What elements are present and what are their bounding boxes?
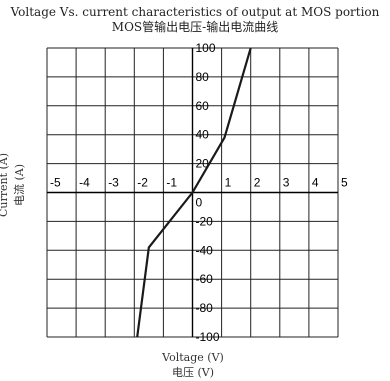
x-tick-label: 0 (196, 196, 203, 210)
x-tick-label: -1 (166, 176, 177, 190)
chart-subtitle: MOS管输出电压-输出电流曲线 (112, 19, 278, 34)
x-tick-label: -5 (50, 176, 61, 190)
y-tick-label: 100 (196, 41, 216, 55)
y-axis-label-cn: 电流 (A) (12, 164, 26, 206)
x-tick-label: 3 (283, 176, 290, 190)
series-line (136, 47, 252, 338)
y-tick-label: -20 (196, 214, 214, 228)
x-axis-label-cn: 电压 (V) (172, 366, 214, 379)
x-tick-label: 5 (341, 176, 348, 190)
y-tick-label: -60 (196, 272, 214, 286)
x-tick-label: -4 (79, 176, 90, 190)
y-axis-label: Current (A) (0, 153, 10, 217)
series (136, 47, 252, 338)
y-tick-label: 80 (196, 70, 210, 84)
y-tick-label: 20 (196, 157, 210, 171)
tick-labels: -5 -4 -3 -2 -1 0 1 2 3 4 5 100 80 60 40 20 -20 -40 -60 -80 -… (50, 41, 348, 344)
y-tick-label: 40 (196, 128, 210, 142)
x-tick-label: 2 (254, 176, 261, 190)
y-tick-label: -40 (196, 243, 214, 257)
grid (46, 47, 339, 338)
x-tick-label: 1 (225, 176, 232, 190)
x-tick-label: -2 (137, 176, 148, 190)
y-tick-label: -80 (196, 301, 214, 315)
y-tick-label: 60 (196, 99, 210, 113)
x-tick-label: 4 (312, 176, 319, 190)
y-tick-label: -100 (196, 330, 220, 344)
x-tick-label: -3 (108, 176, 119, 190)
chart-title: Voltage Vs. current characteristics of o… (10, 5, 380, 19)
x-axis-label: Voltage (V) (161, 351, 224, 364)
